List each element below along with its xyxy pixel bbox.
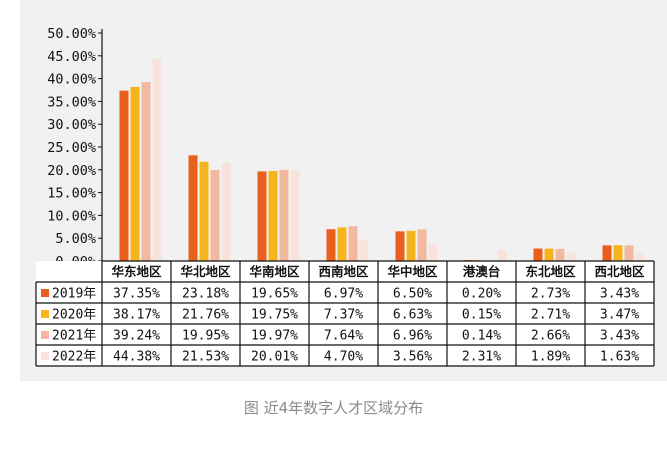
data-cell: 38.17% <box>113 308 160 323</box>
data-cell: 0.20% <box>462 287 501 302</box>
data-cell: 6.97% <box>324 287 363 302</box>
category-label: 西南地区 <box>318 264 369 279</box>
data-cell: 6.50% <box>393 287 432 302</box>
y-tick-label: 25.00% <box>47 140 96 156</box>
bar <box>624 245 634 261</box>
data-table-bg <box>36 261 654 366</box>
y-tick-label: 50.00% <box>47 26 96 42</box>
y-tick-label: 10.00% <box>47 208 96 224</box>
y-tick-label: 40.00% <box>47 72 96 88</box>
legend-label: 2019年 <box>52 287 96 302</box>
y-tick-label: 35.00% <box>47 94 96 110</box>
data-cell: 3.47% <box>600 308 639 323</box>
bar <box>348 226 358 261</box>
data-cell: 21.76% <box>182 308 229 323</box>
bar <box>544 248 554 261</box>
legend-swatch <box>41 352 49 360</box>
bar <box>268 170 278 261</box>
category-label: 西北地区 <box>594 264 645 279</box>
bar <box>602 245 612 261</box>
data-cell: 1.89% <box>531 350 570 365</box>
category-label: 华北地区 <box>180 264 231 279</box>
data-cell: 2.71% <box>531 308 570 323</box>
data-cell: 21.53% <box>182 350 229 365</box>
bar <box>417 229 427 261</box>
data-cell: 23.18% <box>182 287 229 302</box>
bar <box>257 171 267 261</box>
bar <box>635 253 645 261</box>
data-cell: 37.35% <box>113 287 160 302</box>
data-cell: 19.75% <box>251 308 298 323</box>
data-cell: 3.43% <box>600 287 639 302</box>
bar <box>279 169 289 261</box>
legend-swatch <box>41 331 49 339</box>
data-cell: 0.15% <box>462 308 501 323</box>
legend-swatch <box>41 289 49 297</box>
data-cell: 19.65% <box>251 287 298 302</box>
bar <box>337 227 347 261</box>
legend-label: 2021年 <box>52 329 96 344</box>
bar <box>210 170 220 261</box>
bar <box>119 90 129 262</box>
data-cell: 19.97% <box>251 329 298 344</box>
category-label: 华东地区 <box>111 264 162 279</box>
bar <box>428 244 438 261</box>
data-cell: 1.63% <box>600 350 639 365</box>
legend-label: 2022年 <box>52 350 96 365</box>
y-tick-label: 45.00% <box>47 49 96 65</box>
bar <box>199 161 209 261</box>
bar <box>555 248 565 261</box>
legend-label: 2020年 <box>52 308 96 323</box>
data-cell: 39.24% <box>113 329 160 344</box>
chart-svg: 50.00% 45.00% 40.00% 35.00% 30.00% 25.00% 20.0… <box>35 26 655 367</box>
y-tick-label: 30.00% <box>47 117 96 133</box>
bar <box>395 231 405 261</box>
data-cell: 6.96% <box>393 329 432 344</box>
chart-panel: 50.00% 45.00% 40.00% 35.00% 30.00% 25.00% 20.0… <box>20 0 667 381</box>
y-tick-label: 15.00% <box>47 186 96 202</box>
y-tick-label: 20.00% <box>47 163 96 179</box>
data-cell: 2.73% <box>531 287 570 302</box>
bar <box>406 230 416 261</box>
data-cell: 2.66% <box>531 329 570 344</box>
bar <box>188 155 198 261</box>
data-cell: 2.31% <box>462 350 501 365</box>
data-cell: 7.64% <box>324 329 363 344</box>
data-cell: 0.14% <box>462 329 501 344</box>
data-cell: 20.01% <box>251 350 298 365</box>
data-cell: 3.56% <box>393 350 432 365</box>
category-label: 港澳台 <box>463 264 501 279</box>
bar <box>130 86 140 262</box>
bar <box>290 169 300 261</box>
figure-caption: 图 近4年数字人才区域分布 <box>243 399 424 417</box>
bar <box>152 58 162 262</box>
category-label: 华南地区 <box>249 264 300 279</box>
data-cell: 44.38% <box>113 350 160 365</box>
legend-swatch <box>41 310 49 318</box>
data-cell: 6.63% <box>393 308 432 323</box>
bar <box>141 82 151 261</box>
data-cell: 19.95% <box>182 329 229 344</box>
category-label: 东北地区 <box>525 264 576 279</box>
data-cell: 3.43% <box>600 329 639 344</box>
bar <box>566 252 576 261</box>
y-tick-label: 5.00% <box>55 231 96 247</box>
bar <box>326 229 336 261</box>
bar <box>221 162 231 261</box>
bar <box>359 239 369 261</box>
data-cell: 7.37% <box>324 308 363 323</box>
category-label: 华中地区 <box>387 264 438 279</box>
data-cell: 4.70% <box>324 350 363 365</box>
bar <box>613 245 623 261</box>
bar <box>533 248 543 261</box>
bar <box>497 250 507 261</box>
